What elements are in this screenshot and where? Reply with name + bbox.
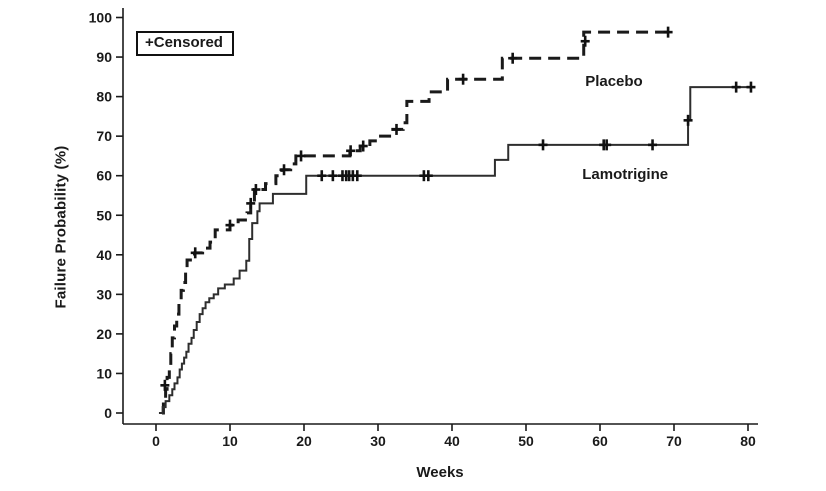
y-tick-label: 10 [96, 365, 112, 381]
y-tick-label: 70 [96, 128, 112, 144]
y-tick-label: 20 [96, 326, 112, 342]
series-label-lamotrigine: Lamotrigine [582, 165, 669, 183]
x-tick-label: 10 [222, 433, 238, 449]
y-tick-label: 90 [96, 49, 112, 65]
y-tick-label: 60 [96, 168, 112, 184]
series-label-placebo: Placebo [585, 72, 643, 90]
x-tick-label: 30 [370, 433, 386, 449]
x-tick-label: 60 [592, 433, 608, 449]
x-tick-label: 70 [666, 433, 682, 449]
x-tick-label: 40 [444, 433, 460, 449]
y-axis-title: Failure Probability (%) [52, 145, 70, 309]
x-axis-title: Weeks [416, 464, 464, 481]
x-tick-label: 0 [152, 433, 160, 449]
y-tick-label: 0 [104, 405, 112, 421]
y-tick-label: 100 [89, 10, 113, 26]
x-tick-label: 50 [518, 433, 534, 449]
y-tick-label: 80 [96, 89, 112, 105]
x-tick-label: 20 [296, 433, 312, 449]
y-tick-label: 50 [96, 207, 112, 223]
curve-lamotrigine [158, 86, 754, 414]
y-tick-label: 30 [96, 286, 112, 302]
y-tick-label: 40 [96, 247, 112, 263]
censored-legend: +Censored [136, 31, 234, 56]
censored-legend-label: +Censored [145, 34, 223, 51]
x-tick-label: 80 [740, 433, 756, 449]
